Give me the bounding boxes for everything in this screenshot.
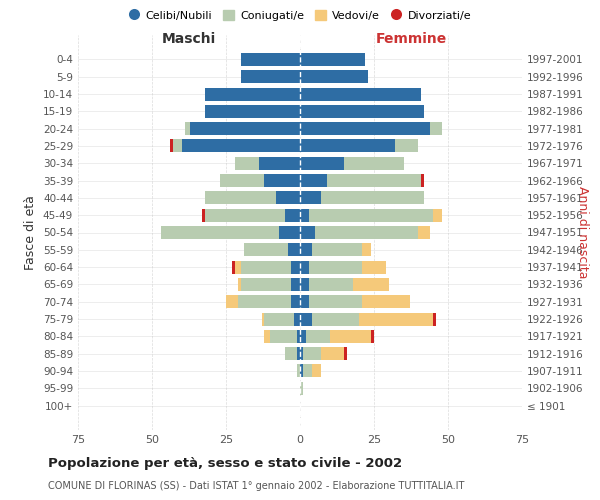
Y-axis label: Fasce di età: Fasce di età bbox=[25, 195, 37, 270]
Bar bbox=[300, 140, 395, 152]
Bar bbox=[297, 364, 300, 378]
Bar bbox=[238, 278, 241, 291]
Bar bbox=[300, 88, 421, 101]
Bar bbox=[300, 105, 424, 118]
Bar bbox=[241, 278, 291, 291]
Bar bbox=[329, 330, 371, 343]
Bar bbox=[309, 260, 362, 274]
Bar bbox=[241, 53, 300, 66]
Text: Popolazione per età, sesso e stato civile - 2002: Popolazione per età, sesso e stato civil… bbox=[48, 458, 402, 470]
Bar bbox=[291, 295, 300, 308]
Bar bbox=[300, 53, 365, 66]
Bar bbox=[300, 278, 309, 291]
Bar bbox=[205, 208, 285, 222]
Bar bbox=[173, 140, 182, 152]
Bar bbox=[321, 192, 424, 204]
Bar bbox=[262, 312, 265, 326]
Bar bbox=[300, 312, 312, 326]
Bar bbox=[344, 347, 347, 360]
Bar bbox=[362, 260, 386, 274]
Bar bbox=[300, 174, 326, 187]
Bar bbox=[300, 244, 312, 256]
Bar bbox=[300, 295, 309, 308]
Legend: Celibi/Nubili, Coniugati/e, Vedovi/e, Divorziati/e: Celibi/Nubili, Coniugati/e, Vedovi/e, Di… bbox=[124, 6, 476, 25]
Bar bbox=[395, 140, 418, 152]
Bar bbox=[205, 88, 300, 101]
Bar bbox=[300, 122, 430, 135]
Bar bbox=[344, 157, 404, 170]
Bar bbox=[312, 312, 359, 326]
Bar bbox=[300, 70, 368, 83]
Bar bbox=[433, 208, 442, 222]
Bar bbox=[271, 330, 297, 343]
Bar bbox=[312, 244, 362, 256]
Bar bbox=[294, 312, 300, 326]
Text: Maschi: Maschi bbox=[162, 32, 216, 46]
Bar bbox=[303, 347, 321, 360]
Bar bbox=[362, 295, 410, 308]
Bar bbox=[205, 192, 277, 204]
Bar bbox=[235, 157, 259, 170]
Bar bbox=[277, 192, 300, 204]
Bar bbox=[182, 140, 300, 152]
Bar bbox=[300, 192, 321, 204]
Bar bbox=[300, 157, 344, 170]
Bar bbox=[309, 295, 362, 308]
Bar bbox=[190, 122, 300, 135]
Bar bbox=[285, 347, 297, 360]
Bar bbox=[279, 226, 300, 239]
Bar bbox=[300, 260, 309, 274]
Bar bbox=[291, 278, 300, 291]
Bar bbox=[170, 140, 173, 152]
Bar bbox=[291, 260, 300, 274]
Bar bbox=[300, 382, 303, 394]
Bar bbox=[202, 208, 205, 222]
Bar bbox=[300, 347, 303, 360]
Bar bbox=[235, 260, 241, 274]
Bar bbox=[421, 174, 424, 187]
Bar bbox=[241, 260, 291, 274]
Bar bbox=[326, 174, 421, 187]
Bar bbox=[185, 122, 190, 135]
Bar bbox=[306, 330, 329, 343]
Bar bbox=[309, 208, 433, 222]
Bar bbox=[433, 312, 436, 326]
Bar bbox=[241, 70, 300, 83]
Bar bbox=[321, 347, 344, 360]
Bar bbox=[238, 295, 291, 308]
Bar bbox=[359, 312, 433, 326]
Bar bbox=[353, 278, 389, 291]
Bar bbox=[226, 295, 238, 308]
Bar bbox=[297, 347, 300, 360]
Bar bbox=[288, 244, 300, 256]
Bar bbox=[265, 312, 294, 326]
Bar bbox=[205, 105, 300, 118]
Bar bbox=[220, 174, 265, 187]
Bar bbox=[312, 364, 321, 378]
Bar bbox=[430, 122, 442, 135]
Bar bbox=[315, 226, 418, 239]
Bar bbox=[371, 330, 374, 343]
Bar bbox=[285, 208, 300, 222]
Bar bbox=[259, 157, 300, 170]
Bar bbox=[300, 226, 315, 239]
Text: Femmine: Femmine bbox=[376, 32, 446, 46]
Bar bbox=[244, 244, 288, 256]
Bar bbox=[300, 330, 306, 343]
Bar bbox=[300, 364, 303, 378]
Bar bbox=[309, 278, 353, 291]
Bar bbox=[297, 330, 300, 343]
Y-axis label: Anni di nascita: Anni di nascita bbox=[576, 186, 589, 279]
Bar bbox=[232, 260, 235, 274]
Bar bbox=[161, 226, 279, 239]
Bar bbox=[303, 364, 312, 378]
Text: COMUNE DI FLORINAS (SS) - Dati ISTAT 1° gennaio 2002 - Elaborazione TUTTITALIA.I: COMUNE DI FLORINAS (SS) - Dati ISTAT 1° … bbox=[48, 481, 464, 491]
Bar bbox=[418, 226, 430, 239]
Bar bbox=[265, 330, 271, 343]
Bar bbox=[265, 174, 300, 187]
Bar bbox=[362, 244, 371, 256]
Bar bbox=[300, 208, 309, 222]
